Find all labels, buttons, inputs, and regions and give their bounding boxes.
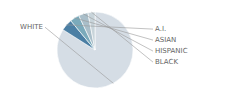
svg-text:HISPANIC: HISPANIC — [155, 47, 188, 55]
svg-text:A.I.: A.I. — [155, 25, 166, 33]
svg-text:WHITE: WHITE — [20, 23, 43, 31]
svg-text:ASIAN: ASIAN — [155, 36, 176, 44]
svg-text:BLACK: BLACK — [155, 58, 178, 66]
